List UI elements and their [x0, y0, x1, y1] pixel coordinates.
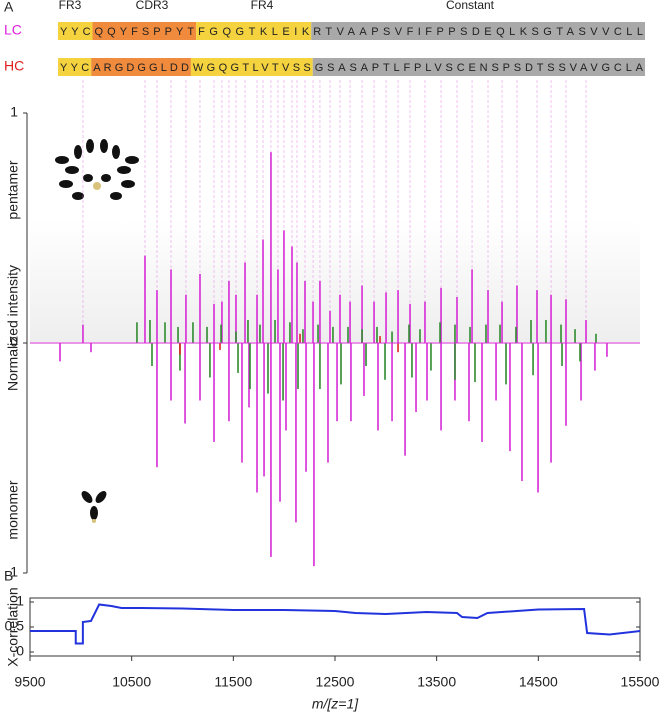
y-tick-label: 0	[10, 334, 18, 350]
chain-label: HC	[4, 58, 24, 74]
region-label: Constant	[446, 0, 495, 12]
x-tick-label: 14500	[519, 674, 558, 690]
y-tick-label: 0.5	[5, 618, 25, 634]
sequence-segment	[58, 58, 92, 76]
sequence-text: FGQGTKLEIK	[198, 26, 310, 38]
sequence-segment	[58, 22, 93, 40]
annotation: monomer	[5, 480, 21, 539]
panel-label: A	[4, 0, 14, 15]
sequence-segment	[196, 22, 312, 40]
region-label: FR4	[251, 0, 274, 12]
annotation: pentamer	[5, 160, 21, 219]
y-tick-label: 0	[16, 643, 24, 659]
x-tick-label: 11500	[214, 674, 252, 690]
x-tick-label: 13500	[417, 674, 456, 690]
sequence-segment	[91, 58, 191, 76]
x-tick-label: 12500	[316, 674, 355, 690]
line	[30, 603, 641, 645]
region-label: CDR3	[136, 0, 169, 12]
x-axis-label: m/[z=1]	[312, 696, 359, 712]
sequence-text: ARGDGGLDD	[93, 62, 189, 74]
plot-frame	[29, 597, 641, 657]
y-tick-label: 1	[10, 564, 18, 580]
sequence-segment	[312, 58, 645, 76]
panel-label: B	[4, 568, 13, 584]
sequence-text: YYC	[60, 62, 89, 74]
sequence-segment	[190, 58, 313, 76]
sequence-segment	[92, 22, 197, 40]
sequence-text: GSASAPTLFPLVSCENSPSDTSSVAVGCLA	[315, 62, 644, 74]
region-label: FR3	[59, 0, 82, 12]
x-tick-label: 9500	[14, 674, 45, 690]
y-axis-label: X-correlation	[5, 587, 21, 666]
pentamer-icon	[55, 139, 139, 200]
x-tick-label: 15500	[621, 674, 660, 690]
sequence-text: WGQGTLVTVSS	[193, 62, 311, 74]
y-tick-label: 1	[16, 593, 24, 609]
sequence-text: RTVAAPSVFIFPPSDEQLKSGTASVVCLL	[313, 26, 643, 38]
chain-label: LC	[4, 22, 22, 38]
y-axis-label: Normalized intensity	[5, 265, 21, 391]
y-tick-label: 1	[10, 104, 18, 120]
sequence-text: QQYFSPPYT	[95, 26, 195, 38]
monomer-icon	[81, 491, 107, 523]
sequence-text: YYC	[60, 26, 91, 38]
sequence-segment	[311, 22, 645, 40]
background-shade	[30, 220, 640, 342]
x-tick-label: 10500	[112, 674, 151, 690]
